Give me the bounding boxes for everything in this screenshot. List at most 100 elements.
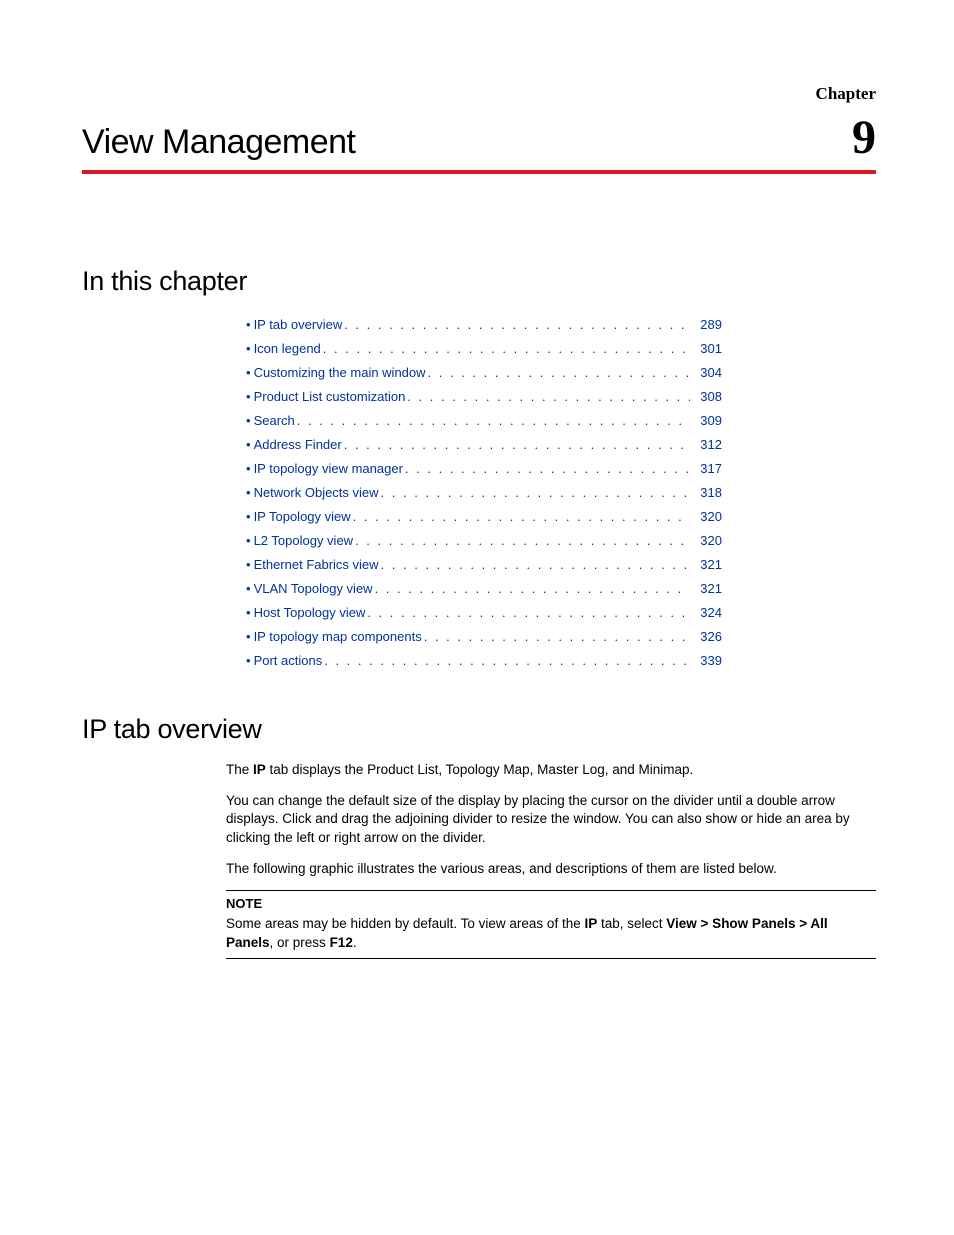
toc-row[interactable]: •Icon legend. . . . . . . . . . . . . . … [246, 341, 722, 356]
toc-row[interactable]: •IP topology view manager. . . . . . . .… [246, 461, 722, 476]
paragraph: The following graphic illustrates the va… [226, 860, 876, 879]
toc-page-number: 320 [690, 533, 722, 548]
toc-label: Address Finder [254, 437, 342, 452]
toc-label: IP topology map components [254, 629, 422, 644]
toc-leader-dots: . . . . . . . . . . . . . . . . . . . . … [342, 317, 690, 332]
toc-label: Ethernet Fabrics view [254, 557, 379, 572]
chapter-number: 9 [852, 114, 876, 162]
toc-row[interactable]: •Network Objects view. . . . . . . . . .… [246, 485, 722, 500]
text-bold: IP [584, 916, 597, 931]
toc-page-number: 326 [690, 629, 722, 644]
text-run: . [353, 935, 357, 950]
toc-label: Network Objects view [254, 485, 379, 500]
text-bold: IP [253, 762, 266, 777]
toc-leader-dots: . . . . . . . . . . . . . . . . . . . . … [379, 557, 690, 572]
toc-page-number: 289 [690, 317, 722, 332]
toc-bullet: • [246, 485, 251, 500]
toc-label: Port actions [254, 653, 323, 668]
chapter-title: View Management [82, 123, 355, 162]
toc-leader-dots: . . . . . . . . . . . . . . . . . . . . … [321, 341, 690, 356]
toc-bullet: • [246, 437, 251, 452]
toc: •IP tab overview. . . . . . . . . . . . … [246, 317, 876, 668]
chapter-label: Chapter [82, 84, 876, 104]
note-label: NOTE [226, 895, 876, 913]
toc-page-number: 312 [690, 437, 722, 452]
toc-bullet: • [246, 629, 251, 644]
toc-bullet: • [246, 413, 251, 428]
toc-row[interactable]: •Customizing the main window. . . . . . … [246, 365, 722, 380]
text-run: tab, select [597, 916, 666, 931]
toc-label: Search [254, 413, 295, 428]
section-heading-in-chapter: In this chapter [82, 266, 876, 297]
toc-page-number: 339 [690, 653, 722, 668]
toc-page-number: 309 [690, 413, 722, 428]
toc-row[interactable]: •Port actions. . . . . . . . . . . . . .… [246, 653, 722, 668]
toc-row[interactable]: •IP Topology view. . . . . . . . . . . .… [246, 509, 722, 524]
toc-label: VLAN Topology view [254, 581, 373, 596]
toc-leader-dots: . . . . . . . . . . . . . . . . . . . . … [365, 605, 690, 620]
text-run: The [226, 762, 253, 777]
toc-row[interactable]: •Search. . . . . . . . . . . . . . . . .… [246, 413, 722, 428]
toc-row[interactable]: •VLAN Topology view. . . . . . . . . . .… [246, 581, 722, 596]
toc-row[interactable]: •Host Topology view. . . . . . . . . . .… [246, 605, 722, 620]
toc-row[interactable]: •Address Finder. . . . . . . . . . . . .… [246, 437, 722, 452]
text-run: tab displays the Product List, Topology … [266, 762, 693, 777]
text-run: Some areas may be hidden by default. To … [226, 916, 584, 931]
toc-page-number: 301 [690, 341, 722, 356]
toc-leader-dots: . . . . . . . . . . . . . . . . . . . . … [405, 389, 690, 404]
toc-bullet: • [246, 605, 251, 620]
toc-page-number: 308 [690, 389, 722, 404]
toc-leader-dots: . . . . . . . . . . . . . . . . . . . . … [351, 509, 690, 524]
body-text: The IP tab displays the Product List, To… [226, 761, 876, 959]
toc-bullet: • [246, 365, 251, 380]
toc-leader-dots: . . . . . . . . . . . . . . . . . . . . … [373, 581, 690, 596]
toc-label: L2 Topology view [254, 533, 354, 548]
toc-label: Host Topology view [254, 605, 366, 620]
toc-label: Product List customization [254, 389, 406, 404]
toc-bullet: • [246, 509, 251, 524]
text-run: , or press [270, 935, 330, 950]
toc-bullet: • [246, 581, 251, 596]
toc-label: Icon legend [254, 341, 321, 356]
toc-leader-dots: . . . . . . . . . . . . . . . . . . . . … [342, 437, 690, 452]
toc-label: Customizing the main window [254, 365, 426, 380]
page: Chapter View Management 9 In this chapte… [0, 0, 954, 1019]
toc-leader-dots: . . . . . . . . . . . . . . . . . . . . … [422, 629, 690, 644]
toc-bullet: • [246, 341, 251, 356]
toc-bullet: • [246, 653, 251, 668]
toc-bullet: • [246, 389, 251, 404]
toc-page-number: 320 [690, 509, 722, 524]
toc-page-number: 317 [690, 461, 722, 476]
note-body: Some areas may be hidden by default. To … [226, 915, 876, 952]
toc-row[interactable]: •Product List customization. . . . . . .… [246, 389, 722, 404]
toc-leader-dots: . . . . . . . . . . . . . . . . . . . . … [426, 365, 690, 380]
paragraph: The IP tab displays the Product List, To… [226, 761, 876, 780]
chapter-rule [82, 170, 876, 174]
toc-label: IP Topology view [254, 509, 351, 524]
toc-bullet: • [246, 533, 251, 548]
toc-bullet: • [246, 461, 251, 476]
toc-bullet: • [246, 317, 251, 332]
toc-page-number: 321 [690, 581, 722, 596]
toc-leader-dots: . . . . . . . . . . . . . . . . . . . . … [403, 461, 690, 476]
toc-label: IP topology view manager [254, 461, 403, 476]
toc-page-number: 318 [690, 485, 722, 500]
text-bold: F12 [330, 935, 353, 950]
toc-leader-dots: . . . . . . . . . . . . . . . . . . . . … [379, 485, 690, 500]
toc-page-number: 321 [690, 557, 722, 572]
toc-leader-dots: . . . . . . . . . . . . . . . . . . . . … [295, 413, 690, 428]
toc-page-number: 324 [690, 605, 722, 620]
toc-leader-dots: . . . . . . . . . . . . . . . . . . . . … [353, 533, 690, 548]
toc-page-number: 304 [690, 365, 722, 380]
paragraph: You can change the default size of the d… [226, 792, 876, 848]
toc-row[interactable]: •L2 Topology view. . . . . . . . . . . .… [246, 533, 722, 548]
note-block: NOTE Some areas may be hidden by default… [226, 890, 876, 959]
toc-row[interactable]: •IP tab overview. . . . . . . . . . . . … [246, 317, 722, 332]
toc-label: IP tab overview [254, 317, 343, 332]
toc-row[interactable]: •IP topology map components. . . . . . .… [246, 629, 722, 644]
section-heading-ip-overview: IP tab overview [82, 714, 876, 745]
toc-row[interactable]: •Ethernet Fabrics view. . . . . . . . . … [246, 557, 722, 572]
chapter-title-row: View Management 9 [82, 114, 876, 162]
toc-bullet: • [246, 557, 251, 572]
toc-leader-dots: . . . . . . . . . . . . . . . . . . . . … [322, 653, 690, 668]
